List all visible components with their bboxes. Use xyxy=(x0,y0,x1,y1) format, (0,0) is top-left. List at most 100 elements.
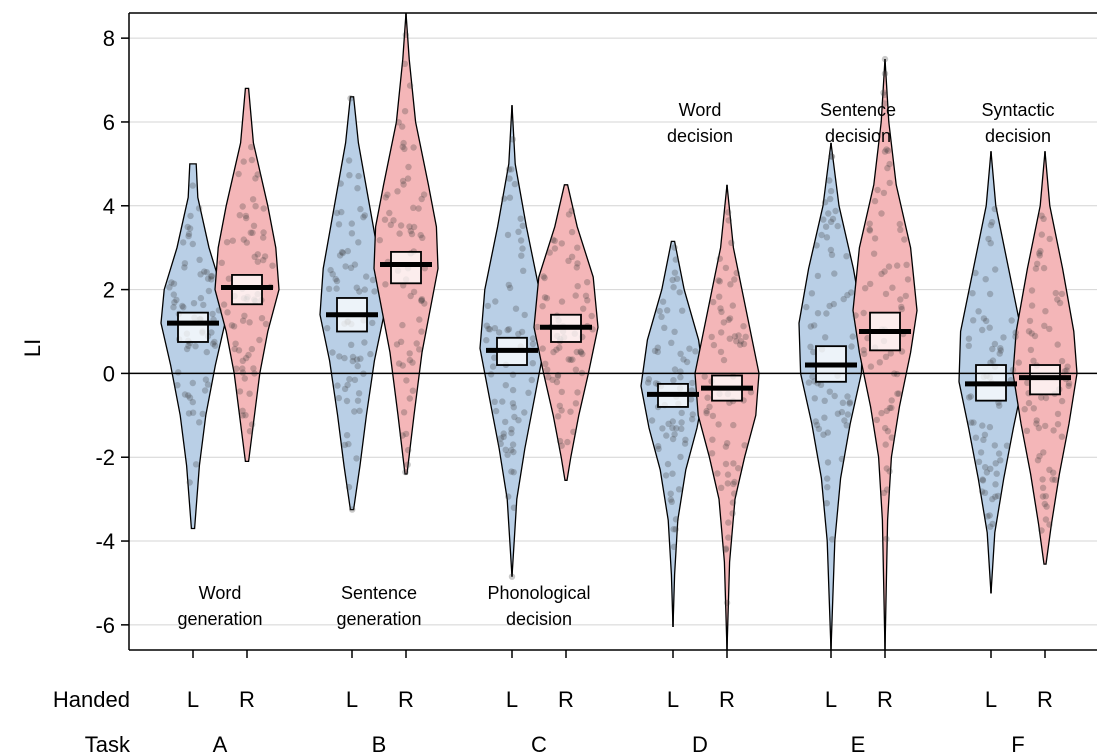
data-point xyxy=(737,338,745,345)
data-point xyxy=(525,389,532,396)
data-point xyxy=(672,256,679,263)
data-point xyxy=(502,446,509,453)
y-tick-label: -2 xyxy=(95,445,115,470)
data-point xyxy=(844,291,851,299)
data-point xyxy=(345,440,352,448)
data-point xyxy=(896,220,903,228)
data-point xyxy=(866,226,873,233)
data-point xyxy=(838,408,846,416)
data-point xyxy=(997,347,1004,354)
data-point xyxy=(886,179,893,187)
data-point xyxy=(248,143,255,151)
data-point xyxy=(1049,476,1056,483)
data-point xyxy=(239,412,246,419)
data-point xyxy=(347,95,354,102)
handed-row-label: Handed xyxy=(53,687,130,712)
data-point xyxy=(325,285,333,293)
data-point xyxy=(541,294,549,301)
task-label: F xyxy=(1011,732,1024,756)
data-point xyxy=(341,441,349,449)
data-point xyxy=(351,261,359,268)
data-point xyxy=(406,82,414,89)
data-point xyxy=(670,526,677,533)
data-point xyxy=(885,263,893,270)
data-point xyxy=(1054,410,1062,418)
handed-label: L xyxy=(187,687,199,712)
data-point xyxy=(970,419,977,426)
data-point xyxy=(716,278,723,285)
data-point xyxy=(347,264,355,271)
data-point xyxy=(399,432,406,439)
data-point xyxy=(402,31,409,38)
data-point xyxy=(1052,476,1059,483)
data-point xyxy=(828,251,836,258)
data-point xyxy=(508,426,515,433)
data-point xyxy=(829,215,837,223)
data-point xyxy=(668,498,675,505)
data-point xyxy=(884,147,892,154)
data-point xyxy=(394,188,401,195)
data-point xyxy=(515,417,522,424)
data-point xyxy=(512,305,520,312)
data-point xyxy=(987,222,995,229)
data-point xyxy=(673,275,681,282)
data-point xyxy=(1034,260,1041,267)
data-point xyxy=(814,310,822,317)
data-point xyxy=(342,263,349,270)
data-point xyxy=(822,334,829,341)
data-point xyxy=(564,438,571,446)
data-point xyxy=(505,493,512,500)
data-point xyxy=(904,276,912,283)
data-point xyxy=(883,535,890,543)
data-point xyxy=(185,232,192,240)
data-point xyxy=(682,436,689,443)
data-point xyxy=(848,343,855,350)
data-point xyxy=(355,390,363,397)
data-point xyxy=(733,269,740,277)
data-point xyxy=(408,230,416,238)
data-point xyxy=(486,326,493,333)
data-point xyxy=(894,390,901,397)
handed-label: R xyxy=(719,687,735,712)
data-point xyxy=(811,395,818,402)
data-point xyxy=(181,260,189,267)
data-point xyxy=(724,480,731,487)
data-point xyxy=(714,470,721,477)
data-point xyxy=(664,307,671,314)
data-point xyxy=(189,182,196,189)
data-point xyxy=(495,329,503,336)
data-point xyxy=(400,181,407,188)
data-point xyxy=(588,312,595,320)
data-point xyxy=(826,302,833,310)
data-point xyxy=(483,322,490,329)
data-point xyxy=(260,256,267,264)
data-point xyxy=(671,269,679,276)
data-point xyxy=(996,402,1003,409)
data-point xyxy=(715,277,722,284)
data-point xyxy=(357,355,364,362)
data-point xyxy=(651,347,659,355)
data-point xyxy=(671,328,678,335)
data-point xyxy=(415,205,422,212)
data-point xyxy=(830,300,837,308)
data-point xyxy=(211,338,218,346)
data-point xyxy=(208,329,215,336)
data-point xyxy=(558,240,565,247)
data-point xyxy=(987,240,994,247)
data-point xyxy=(236,212,243,219)
violin-F-R xyxy=(1012,151,1078,565)
data-point xyxy=(981,489,989,496)
data-point xyxy=(410,204,417,211)
data-point xyxy=(860,346,867,354)
data-point xyxy=(827,187,835,195)
data-point xyxy=(881,100,888,107)
data-point xyxy=(250,365,257,372)
data-point xyxy=(497,435,505,442)
data-point xyxy=(1040,449,1047,456)
data-point xyxy=(669,470,676,477)
data-point xyxy=(556,437,564,445)
data-point xyxy=(1041,322,1048,329)
data-point xyxy=(510,469,517,476)
data-point xyxy=(883,465,890,472)
